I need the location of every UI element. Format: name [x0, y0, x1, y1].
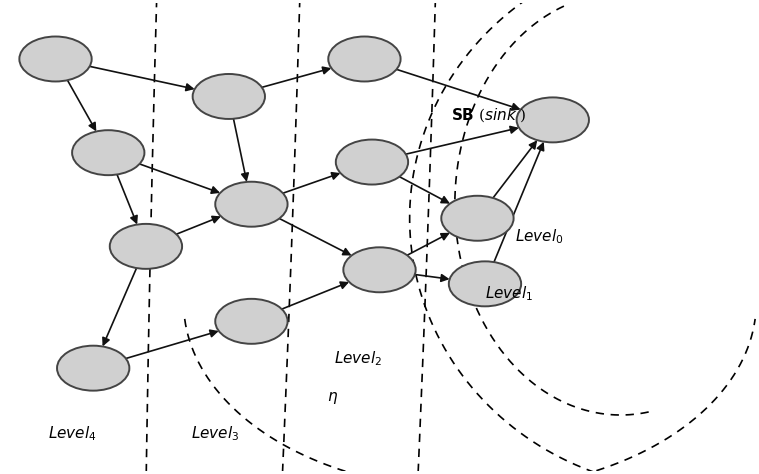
- Circle shape: [57, 346, 129, 391]
- Text: $\mathit{Level}_3$: $\mathit{Level}_3$: [191, 424, 240, 443]
- Text: $\mathbf{SB}$ ($\mathit{sink}$ ): $\mathbf{SB}$ ($\mathit{sink}$ ): [451, 106, 527, 124]
- Circle shape: [343, 247, 416, 292]
- Circle shape: [517, 97, 589, 142]
- Text: $\mathit{Level}_2$: $\mathit{Level}_2$: [334, 349, 383, 368]
- Circle shape: [449, 261, 521, 306]
- Circle shape: [72, 130, 144, 175]
- Circle shape: [110, 224, 182, 269]
- Text: $\eta$: $\eta$: [327, 390, 338, 406]
- Circle shape: [19, 36, 92, 82]
- Text: $\mathit{Level}_1$: $\mathit{Level}_1$: [485, 284, 534, 302]
- Circle shape: [193, 74, 265, 119]
- Circle shape: [216, 299, 288, 344]
- Circle shape: [216, 182, 288, 227]
- Circle shape: [328, 36, 401, 82]
- Text: $\mathit{Level}_0$: $\mathit{Level}_0$: [515, 228, 564, 246]
- Text: $\mathit{Level}_4$: $\mathit{Level}_4$: [48, 424, 96, 443]
- Circle shape: [335, 139, 408, 184]
- Circle shape: [441, 196, 514, 241]
